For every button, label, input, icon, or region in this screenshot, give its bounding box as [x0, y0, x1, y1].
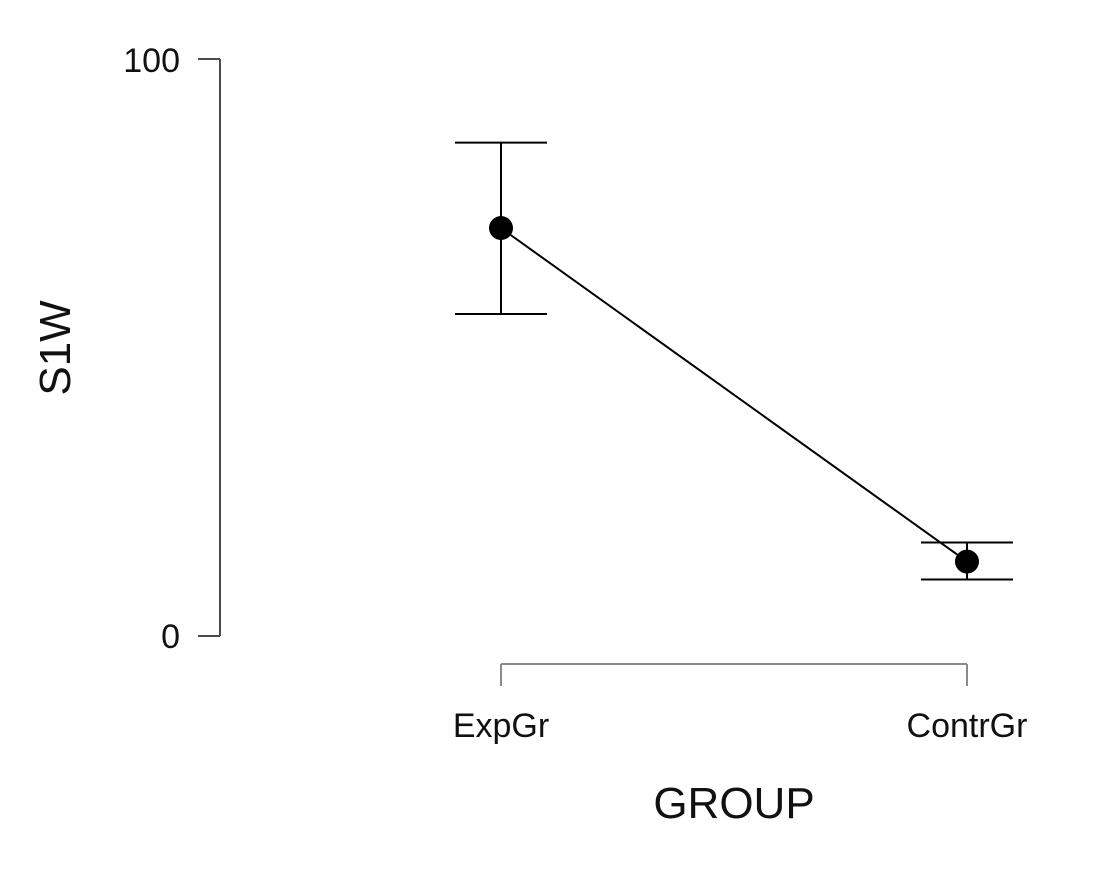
series-line: [500, 227, 968, 563]
y-axis: 100 0 S1W: [31, 42, 221, 656]
plot-marks: [455, 141, 1013, 581]
y-tick-label-min: 0: [161, 618, 180, 656]
x-tick-label-contrgr: ContrGr: [907, 707, 1028, 745]
y-axis-title: S1W: [31, 300, 80, 396]
x-tick-label-expgr: ExpGr: [453, 707, 549, 745]
x-axis: ExpGr ContrGr GROUP: [453, 663, 1028, 828]
data-point-contrgr: [955, 549, 979, 574]
y-tick-label-max: 100: [123, 42, 180, 80]
data-point-expgr: [489, 216, 513, 241]
x-axis-title: GROUP: [653, 779, 814, 828]
